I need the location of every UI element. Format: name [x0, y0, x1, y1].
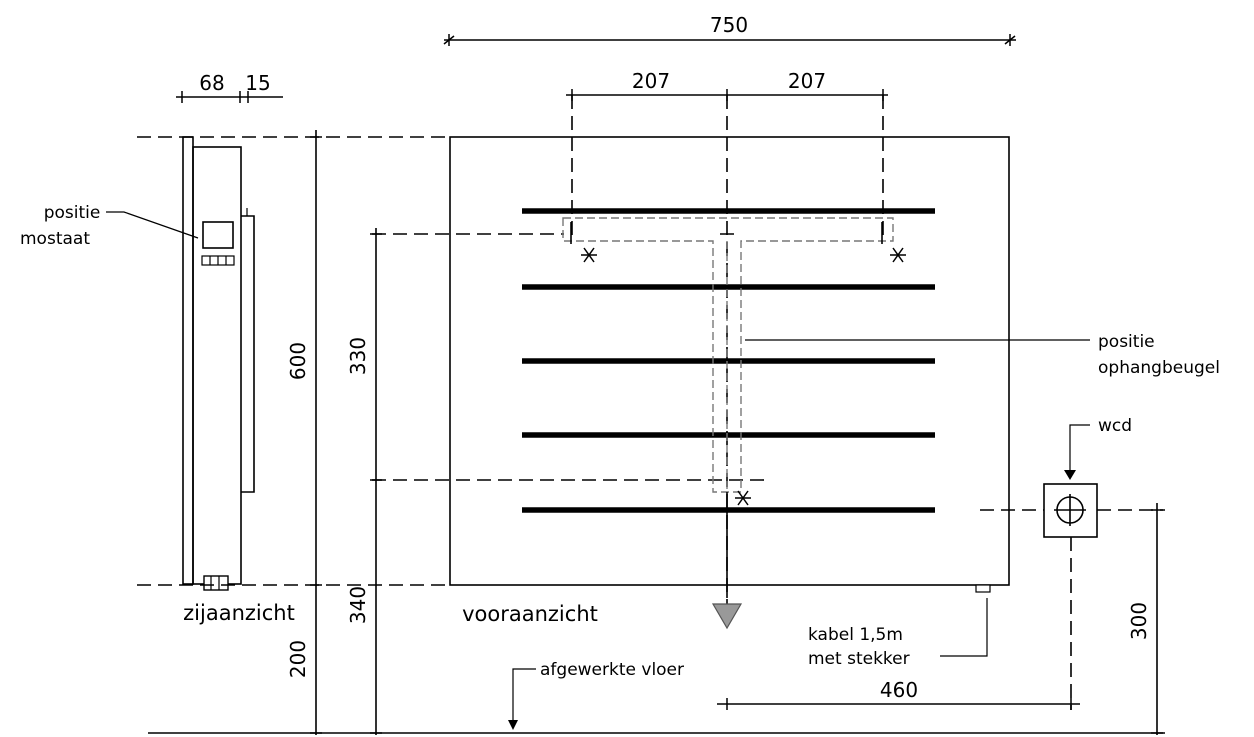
screw-marker-right	[890, 247, 906, 263]
thermostat-label-line1: positie	[44, 203, 101, 223]
front-view-label: vooraanzicht	[462, 602, 598, 626]
hanging-bracket-outline	[562, 217, 894, 493]
dimension-68-label: 68	[199, 71, 224, 95]
dimension-460-label: 460	[880, 678, 918, 702]
dimension-750-label: 750	[710, 13, 748, 37]
dimension-bracket-height: 330 340	[346, 228, 382, 735]
dimension-15-label: 15	[245, 71, 270, 95]
side-view: positie mostaat zijaanzicht	[20, 136, 295, 625]
dimension-height: 600 200	[286, 130, 322, 735]
bracket-label-line2: ophangbeugel	[1098, 358, 1220, 378]
side-view-feet	[203, 575, 229, 591]
dimension-600-label: 600	[286, 342, 310, 380]
thermostat-display	[202, 221, 234, 249]
dimension-207-left-label: 207	[632, 69, 670, 93]
valve-icon	[711, 603, 743, 630]
dimension-300-label: 300	[1127, 602, 1151, 640]
screw-marker-left	[581, 247, 597, 263]
thermostat-buttons	[201, 255, 235, 266]
dimension-330-label: 330	[346, 337, 370, 375]
dimension-200-label: 200	[286, 640, 310, 678]
cable-outlet-icon	[975, 584, 991, 593]
socket-label: wcd	[1098, 416, 1132, 436]
front-view: vooraanzicht	[449, 95, 1010, 630]
dimension-total-width: 750	[443, 13, 1016, 46]
dimension-side-depth: 68 15	[176, 71, 283, 103]
dimension-socket-offset: 460	[717, 537, 1080, 710]
socket-symbol	[1043, 483, 1098, 538]
side-view-label: zijaanzicht	[183, 601, 295, 625]
cable-label-line1: kabel 1,5m	[808, 625, 903, 645]
thermostat-label-line2: mostaat	[20, 229, 90, 249]
dimension-340-label: 340	[346, 586, 370, 624]
cable-label-line2: met stekker	[808, 649, 910, 669]
floor-label: afgewerkte vloer	[540, 660, 684, 680]
bracket-label-line1: positie	[1098, 332, 1155, 352]
dimension-207-right-label: 207	[788, 69, 826, 93]
screw-marker-bottom	[735, 490, 751, 506]
dimension-socket-height: 300	[1127, 503, 1163, 735]
